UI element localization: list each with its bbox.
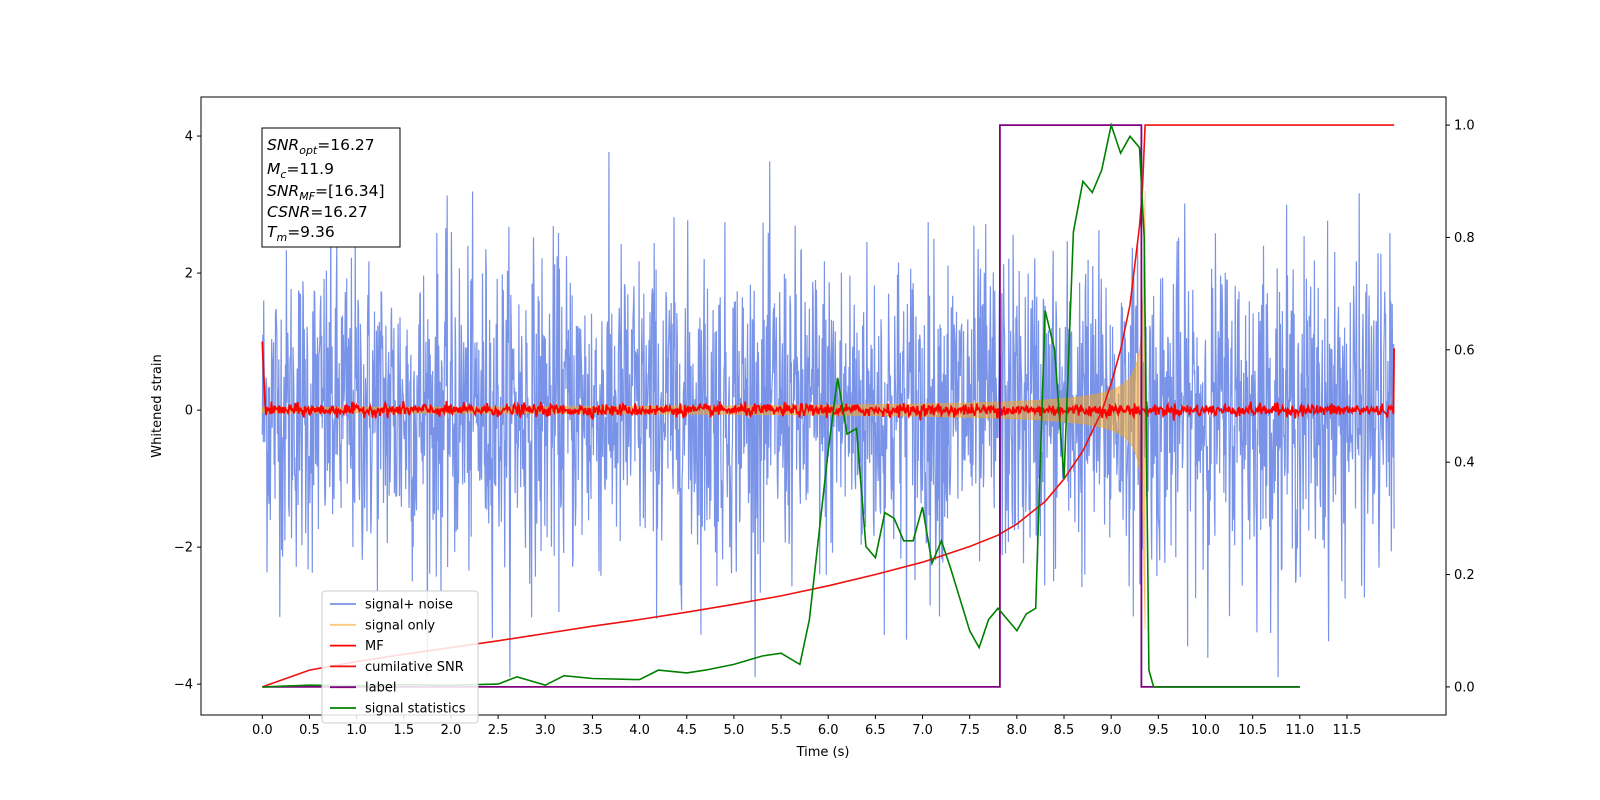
- x-tick-label: 3.5: [582, 723, 603, 738]
- x-axis-label: Time (s): [796, 745, 850, 760]
- x-tick-label: 6.5: [865, 723, 886, 738]
- y-tick-label: −2: [174, 541, 193, 556]
- axes-layer: 0.0 0.5 1.0 1.5 2.0 2.5 3.0 3.5 4.0 4.5 5.0 5.5 6.0 6…: [174, 119, 1475, 738]
- y-axis-label: Whitened strain: [150, 354, 165, 457]
- x-tick-label: 2.5: [488, 723, 509, 738]
- series-signal-statistics: [262, 122, 1300, 688]
- info-snr-opt: SNRopt=16.27: [267, 136, 375, 157]
- legend-label: label: [365, 681, 396, 696]
- x-tick-label: 1.0: [346, 723, 367, 738]
- info-box-frame: [261, 127, 401, 248]
- x-tick-label: 3.0: [535, 723, 556, 738]
- x-tick-label: 1.5: [393, 723, 414, 738]
- y2-tick-label: 0.2: [1454, 568, 1475, 583]
- x-tick-label: 9.0: [1101, 723, 1122, 738]
- legend-label: signal statistics: [365, 702, 466, 717]
- x-tick-label: 2.0: [441, 723, 462, 738]
- x-tick-label: 8.0: [1007, 723, 1028, 738]
- series-cumulative-snr-plateau: [1141, 124, 1395, 193]
- x-tick-label: 6.0: [818, 723, 839, 738]
- x-tick-label: 0.0: [252, 723, 273, 738]
- info-box: SNRopt=16.27 Mc=11.9 SNRMF=[16.34] CSNR=…: [261, 127, 401, 248]
- y2-tick-label: 0.8: [1454, 231, 1475, 246]
- series-mf: [261, 341, 1395, 421]
- info-snr-mf: SNRMF=[16.34]: [267, 182, 385, 203]
- x-tick-label: 7.5: [959, 723, 980, 738]
- y2-tick-label: 0.0: [1454, 680, 1475, 695]
- legend-label: cumilative SNR: [365, 660, 464, 675]
- legend-label: MF: [365, 639, 384, 654]
- x-tick-label: 9.5: [1148, 723, 1169, 738]
- y-tick-label: 4: [185, 130, 193, 145]
- y2-tick-label: 0.6: [1454, 343, 1475, 358]
- y2-tick-label: 1.0: [1454, 119, 1475, 134]
- legend: signal+ noise signal only MF cumilative SNR…: [321, 590, 479, 724]
- series-layer: [261, 122, 1395, 688]
- info-tm: Tm=9.36: [267, 223, 335, 244]
- x-tick-label: 8.5: [1054, 723, 1075, 738]
- x-tick-label: 10.0: [1191, 723, 1220, 738]
- y-tick-label: 2: [185, 267, 193, 282]
- x-tick-label: 11.5: [1332, 723, 1361, 738]
- x-tick-label: 7.0: [912, 723, 933, 738]
- y-tick-label: −4: [174, 678, 193, 693]
- info-mc: Mc=11.9: [267, 160, 334, 181]
- x-tick-label: 5.5: [771, 723, 792, 738]
- legend-frame: [321, 590, 479, 724]
- x-tick-label: 10.5: [1238, 723, 1267, 738]
- y-tick-label: 0: [185, 404, 193, 419]
- y2-tick-label: 0.4: [1454, 456, 1475, 471]
- plot-frame: [200, 96, 1447, 716]
- x-tick-label: 4.5: [676, 723, 697, 738]
- info-csnr: CSNR=16.27: [267, 203, 368, 221]
- x-tick-label: 4.0: [629, 723, 650, 738]
- legend-label: signal+ noise: [365, 598, 453, 613]
- x-tick-label: 11.0: [1285, 723, 1314, 738]
- legend-label: signal only: [365, 618, 435, 633]
- x-tick-label: 5.0: [724, 723, 745, 738]
- x-tick-label: 0.5: [299, 723, 320, 738]
